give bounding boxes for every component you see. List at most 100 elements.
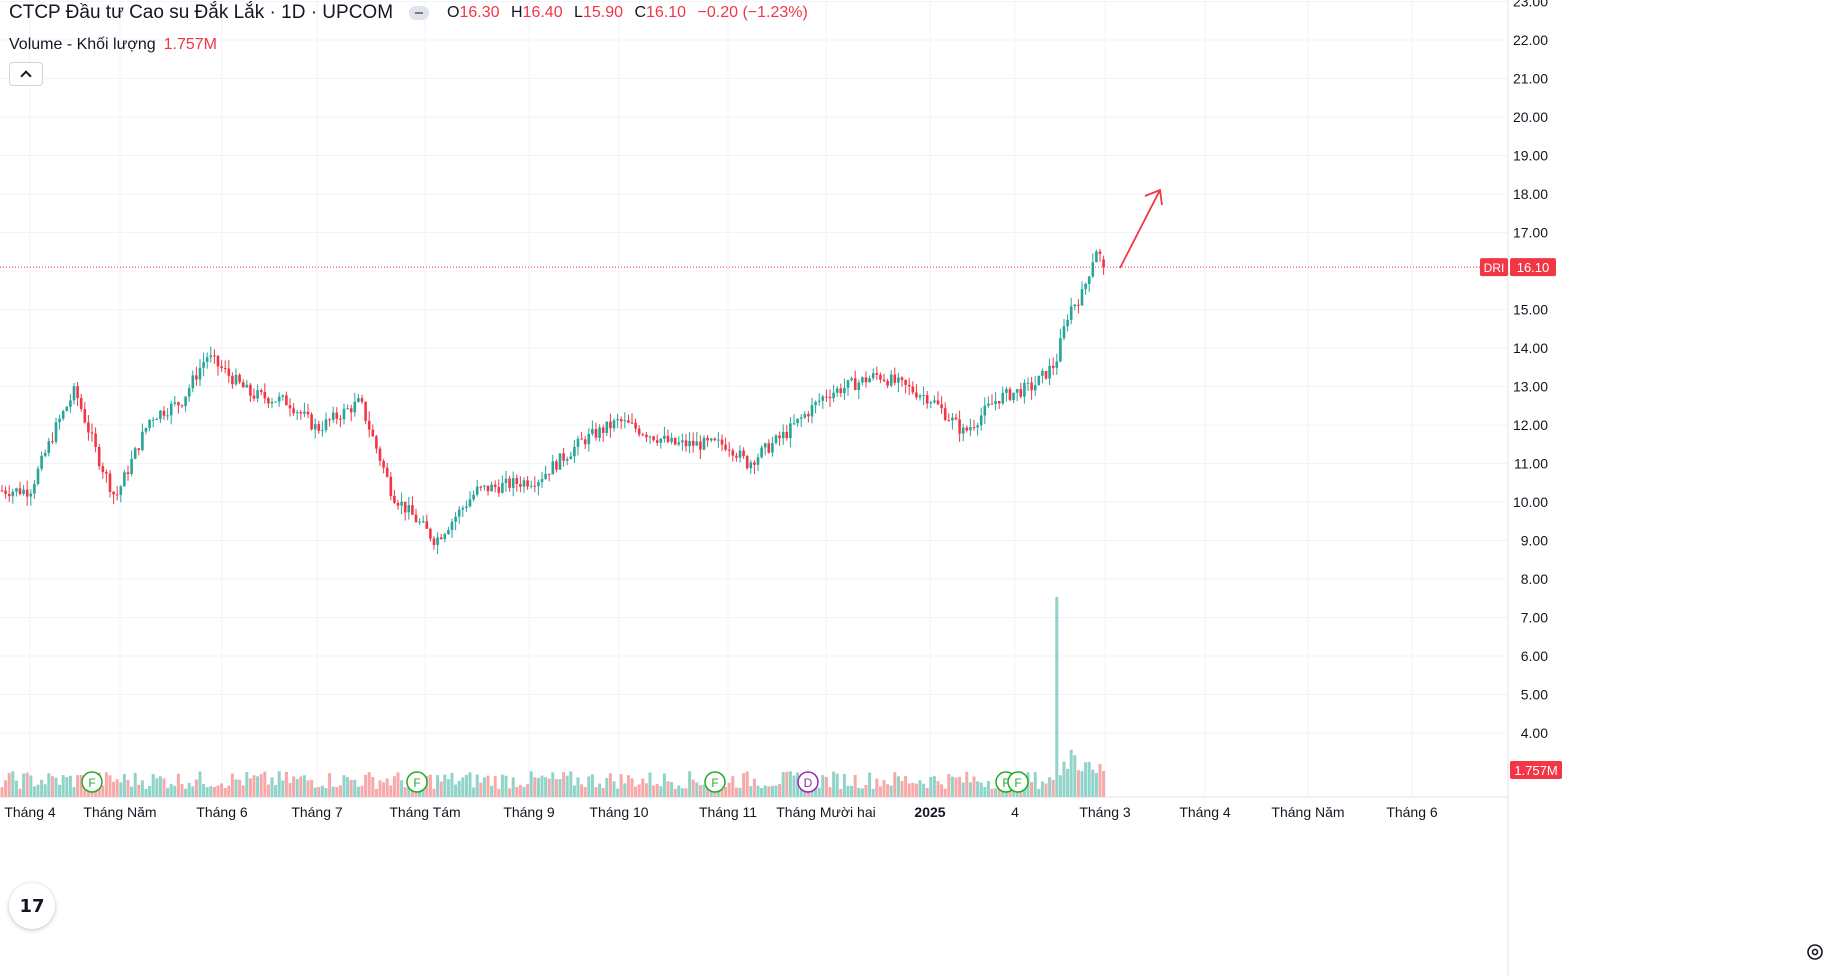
candle-body [497,487,501,493]
volume-bar [331,786,335,797]
candle-body [900,377,904,381]
candle-body [670,437,673,442]
candle-body [1001,392,1005,404]
volume-bar [637,784,641,797]
volume-bar [47,773,51,797]
price-tick-label: 22.00 [1513,32,1548,48]
volume-bar [590,774,594,797]
price-tick-label: 4.00 [1521,725,1548,741]
volume-bar [475,774,479,797]
volume-bar [828,787,832,797]
candle-body [447,530,450,534]
candle-body [943,408,947,420]
volume-bar [979,782,983,797]
candle-body [814,401,817,406]
candle-body [922,395,925,397]
candle-body [976,425,979,428]
volume-bar [313,787,317,797]
volume-bar [796,772,800,797]
volume-bar [248,778,252,797]
volume-bar [904,775,908,797]
volume-bar [515,786,519,797]
candle-body [259,390,263,392]
price-tick-label: 17.00 [1513,225,1548,241]
candle-body [72,386,76,401]
candle-body [789,423,792,439]
volume-bar [644,783,648,797]
volume-bar [479,782,483,797]
candle-body [580,438,583,440]
volume-bar [785,771,789,797]
candle-body [695,441,699,446]
candle-body [727,449,731,451]
volume-bar [835,773,839,797]
volume-bar [155,778,159,797]
candle-body [994,401,997,405]
volume-bar [378,780,382,797]
candle-body [1048,365,1051,379]
candle-body [925,395,929,404]
candle-body [1066,319,1069,327]
volume-bar [857,787,861,797]
volume-bar [104,772,108,797]
volume-label: Volume - Khối lượng [9,36,156,53]
candle-body [493,484,497,488]
candle-body [169,403,173,416]
volume-bar [522,786,526,797]
volume-tag: 1.757M [1514,763,1557,778]
candle-body [835,388,839,393]
volume-bar [58,784,62,797]
collapse-legend-button[interactable] [9,62,43,86]
settings-gear-icon[interactable] [1805,942,1825,962]
price-tick-label: 10.00 [1513,494,1548,510]
symbol-legend[interactable]: CTCP Đầu tư Cao su Đắk Lắk · 1D · UPCOM … [9,2,815,24]
event-marker-circle [1007,771,1029,793]
volume-bar [576,777,580,797]
candle-body [972,427,976,429]
volume-bar [184,788,188,797]
volume-bar [115,779,119,797]
time-tick-label: Tháng Năm [1271,804,1344,820]
candle-body [637,428,641,435]
tradingview-logo-icon[interactable]: 17 [9,883,55,929]
volume-bar [940,784,944,797]
volume-bar [634,786,638,797]
time-tick-label: Tháng 10 [589,804,648,820]
candle-body [137,448,141,451]
volume-bar [702,784,706,797]
candle-body [724,444,727,450]
time-tick-label: Tháng 3 [1079,804,1131,820]
candle-body [630,422,634,424]
candle-body [245,384,249,388]
volume-bar [439,781,443,797]
volume-bar [457,780,461,797]
volume-bar [922,783,926,797]
volume-bar [266,784,270,797]
candle-body [468,499,472,507]
volume-bar [770,785,774,797]
volume-bar [274,784,278,797]
volume-bar [1069,749,1073,797]
volume-bar [547,778,551,797]
candle-body [799,417,803,419]
volume-bar [1062,761,1066,797]
candle-body [11,491,15,497]
volume-bar [936,781,940,797]
candle-body [796,418,799,424]
open-label: O [447,4,460,21]
volume-bar [212,786,216,797]
volume-bar [126,779,130,797]
candle-body [702,437,706,450]
volume-bar [40,779,44,797]
volume-legend[interactable]: Volume - Khối lượng 1.757M [9,36,217,54]
legend-menu-button[interactable] [409,6,430,20]
volume-bar [14,780,18,797]
volume-bar [270,777,274,797]
volume-bar [612,781,616,797]
candle-body [202,361,205,368]
volume-bar [569,771,573,797]
candle-body [713,438,717,441]
volume-bar [630,778,634,797]
volume-bar [943,788,947,797]
